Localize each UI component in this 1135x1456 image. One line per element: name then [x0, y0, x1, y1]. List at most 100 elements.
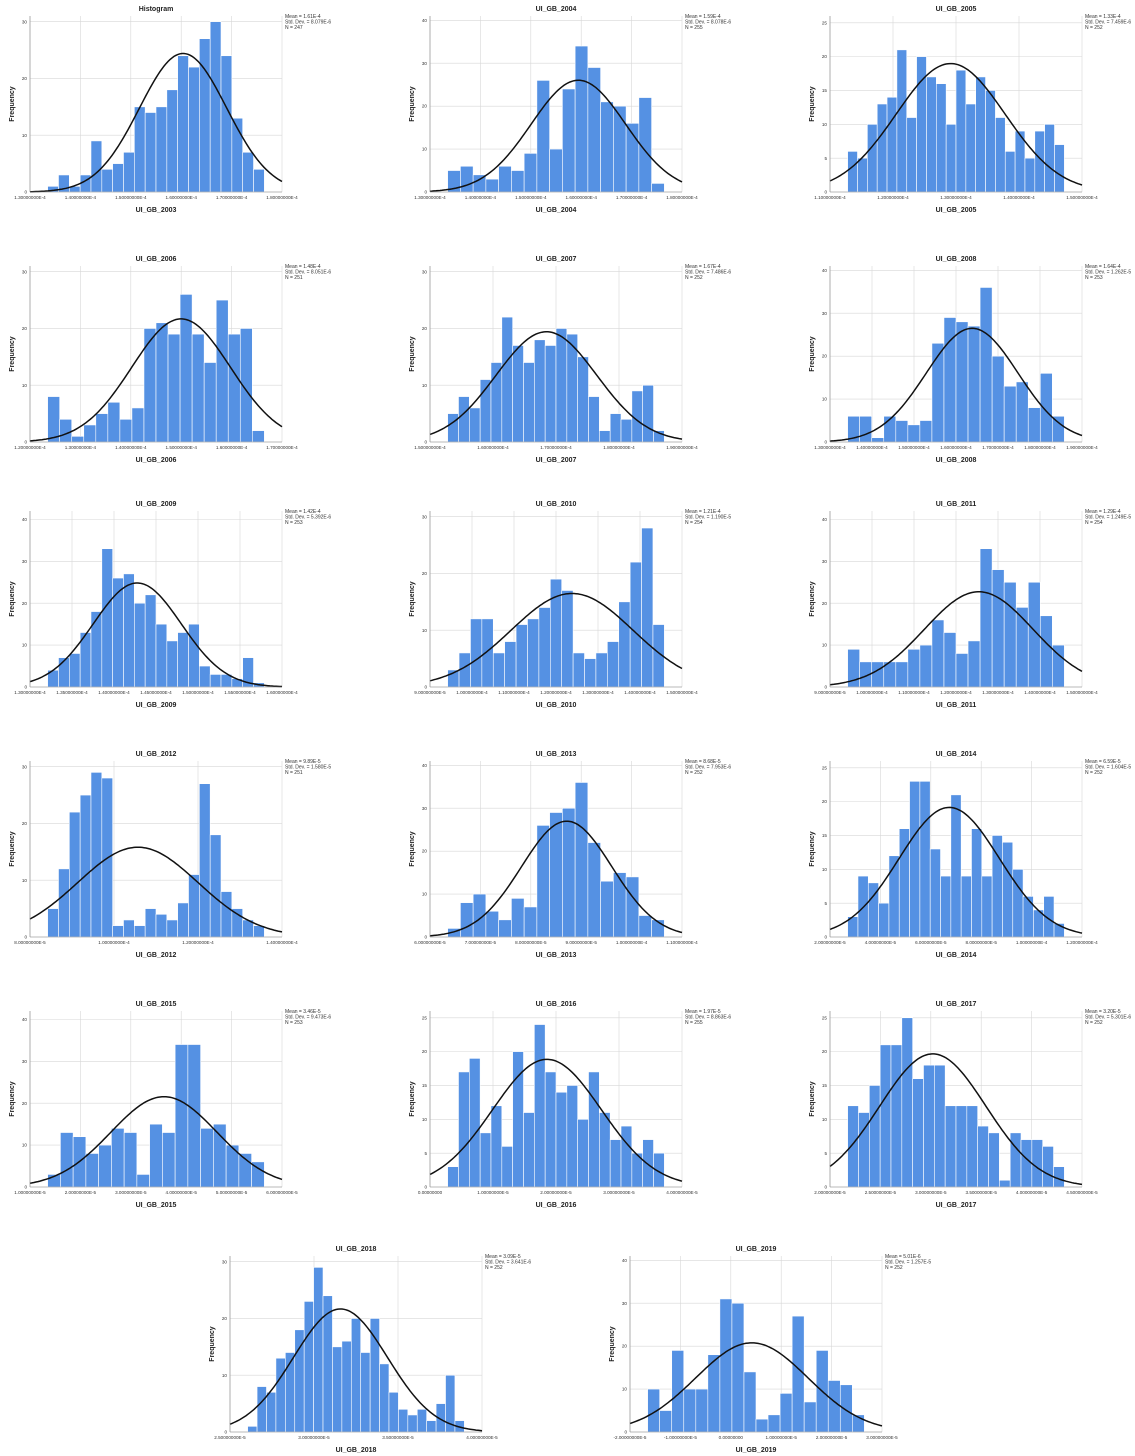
histogram-bar — [791, 1315, 805, 1433]
histogram-bar — [888, 855, 900, 938]
histogram-bar — [955, 1105, 968, 1188]
histogram-bar — [574, 782, 589, 938]
y-axis-label: Frequency — [409, 86, 416, 122]
stats-label: N = 247 — [285, 25, 303, 31]
chart-title: UI_GB_2012 — [136, 751, 177, 758]
histogram-bar — [490, 1105, 503, 1188]
histogram-bar — [719, 1298, 733, 1433]
normal-curve — [229, 1308, 483, 1432]
histogram-bar — [188, 874, 200, 938]
histogram-bar — [59, 418, 73, 443]
x-tick-label: 1.50000000E-4 — [666, 690, 698, 695]
y-tick-label: 20 — [22, 601, 28, 606]
stats-label: Std. Dev. = 8.078E-6 — [685, 20, 731, 26]
histogram-bar — [950, 794, 962, 938]
histogram-bar — [101, 548, 113, 688]
histogram-chart: 1.30000000E-4 1.40000000E-4 1.50000000E-4 1… — [9, 6, 331, 214]
histogram-bar — [659, 1410, 673, 1433]
y-axis-label: Frequency — [209, 1326, 216, 1362]
histogram-bar — [561, 590, 574, 688]
y-axis-label: Frequency — [9, 336, 16, 372]
histogram-bar — [901, 1017, 913, 1188]
histogram-bar — [98, 1144, 112, 1188]
stats-label: N = 252 — [685, 275, 703, 281]
histogram-bar — [107, 401, 121, 443]
x-tick-label: 1.50000000E-4 — [1066, 690, 1098, 695]
histogram-bar — [707, 1354, 721, 1433]
histogram-bar — [341, 1340, 352, 1433]
x-tick-label: 0.00000000 — [418, 1190, 443, 1195]
normal-curve — [629, 1342, 883, 1427]
stats-label: Std. Dev. = 1.190E-5 — [685, 515, 731, 521]
histogram-bar — [1039, 615, 1053, 688]
x-axis-label: UI_GB_2010 — [536, 702, 577, 709]
y-tick-label: 30 — [822, 559, 828, 564]
y-tick-label: 15 — [822, 1083, 828, 1088]
y-tick-label: 20 — [422, 104, 428, 109]
histogram-bar — [134, 602, 146, 688]
histogram-bar — [69, 653, 81, 688]
y-tick-label: 40 — [422, 18, 428, 23]
chart-title: UI_GB_2008 — [936, 256, 977, 263]
histogram-bar — [1042, 1146, 1054, 1188]
y-tick-label: 0 — [824, 685, 827, 690]
histogram-panel: 1.50000000E-4 1.60000000E-4 1.70000000E-4 1… — [400, 250, 731, 465]
x-tick-label: 1.50000000E-4 — [182, 690, 214, 695]
histogram-bar — [695, 1388, 709, 1433]
x-tick-label: 6.00000000E-5 — [414, 940, 446, 945]
x-tick-label: 1.00000000E-4 — [98, 940, 130, 945]
stats-label: N = 254 — [1085, 520, 1103, 526]
x-axis-label: UI_GB_2009 — [136, 702, 177, 709]
histogram-bar — [600, 101, 614, 193]
histogram-bar — [971, 828, 983, 938]
x-tick-label: 1.70000000E-4 — [982, 445, 1014, 450]
histogram-bar — [988, 1132, 1000, 1188]
histogram-bar — [294, 1329, 305, 1433]
histogram-bar — [618, 601, 631, 688]
y-tick-label: 10 — [422, 892, 428, 897]
y-tick-label: 30 — [22, 559, 28, 564]
y-tick-label: 20 — [22, 1101, 28, 1106]
normal-curve — [429, 79, 683, 192]
x-tick-label: -1.00000000E-5 — [664, 1435, 697, 1440]
x-axis-label: UI_GB_2011 — [936, 702, 977, 709]
histogram-bar — [1044, 124, 1055, 193]
histogram-bar — [458, 1071, 470, 1188]
chart-title: UI_GB_2004 — [536, 6, 577, 13]
histogram-panel: 1.00000000E-5 2.00000000E-5 3.00000000E-5 4… — [0, 995, 331, 1210]
x-tick-label: 1.55000000E-4 — [224, 690, 256, 695]
normal-curve — [429, 820, 683, 937]
histogram-chart: -2.00000000E-5 -1.00000000E-5 0.00000000 1.… — [609, 1246, 931, 1454]
histogram-bar — [481, 618, 494, 688]
y-tick-label: 10 — [422, 147, 428, 152]
normal-curve — [829, 62, 1083, 186]
histogram-bar — [303, 1301, 314, 1433]
histogram-bar — [642, 384, 654, 443]
histogram-bar — [199, 783, 211, 938]
x-tick-label: 1.60000000E-4 — [940, 445, 972, 450]
histogram-panel: 2.00000000E-5 4.00000000E-5 6.00000000E-5 8… — [800, 745, 1131, 960]
y-tick-label: 0 — [24, 1185, 27, 1190]
y-tick-label: 20 — [22, 326, 28, 331]
chart-title: UI_GB_2014 — [936, 751, 977, 758]
histogram-bar — [907, 648, 921, 688]
y-tick-label: 40 — [622, 1258, 628, 1263]
y-tick-label: 10 — [822, 643, 828, 648]
histogram-bar — [90, 772, 103, 938]
histogram-chart: 2.00000000E-5 4.00000000E-5 6.00000000E-5 8… — [809, 751, 1131, 959]
x-tick-label: 9.00000000E-5 — [814, 690, 846, 695]
stats-label: Std. Dev. = 8.079E-6 — [285, 20, 331, 26]
histogram-bar — [955, 69, 967, 193]
histogram-bar — [534, 339, 546, 443]
histogram-bar — [967, 640, 981, 688]
histogram-bar — [131, 407, 145, 443]
x-tick-label: 1.60000000E-4 — [266, 690, 298, 695]
histogram-bar — [123, 1132, 138, 1188]
x-axis-label: UI_GB_2017 — [936, 1202, 977, 1209]
x-tick-label: 1.40000000E-4 — [266, 940, 298, 945]
y-tick-label: 40 — [822, 268, 828, 273]
y-tick-label: 0 — [424, 1185, 427, 1190]
stats-label: N = 251 — [285, 770, 303, 776]
histogram-bar — [188, 623, 200, 688]
x-tick-label: 8.00000000E-5 — [515, 940, 547, 945]
